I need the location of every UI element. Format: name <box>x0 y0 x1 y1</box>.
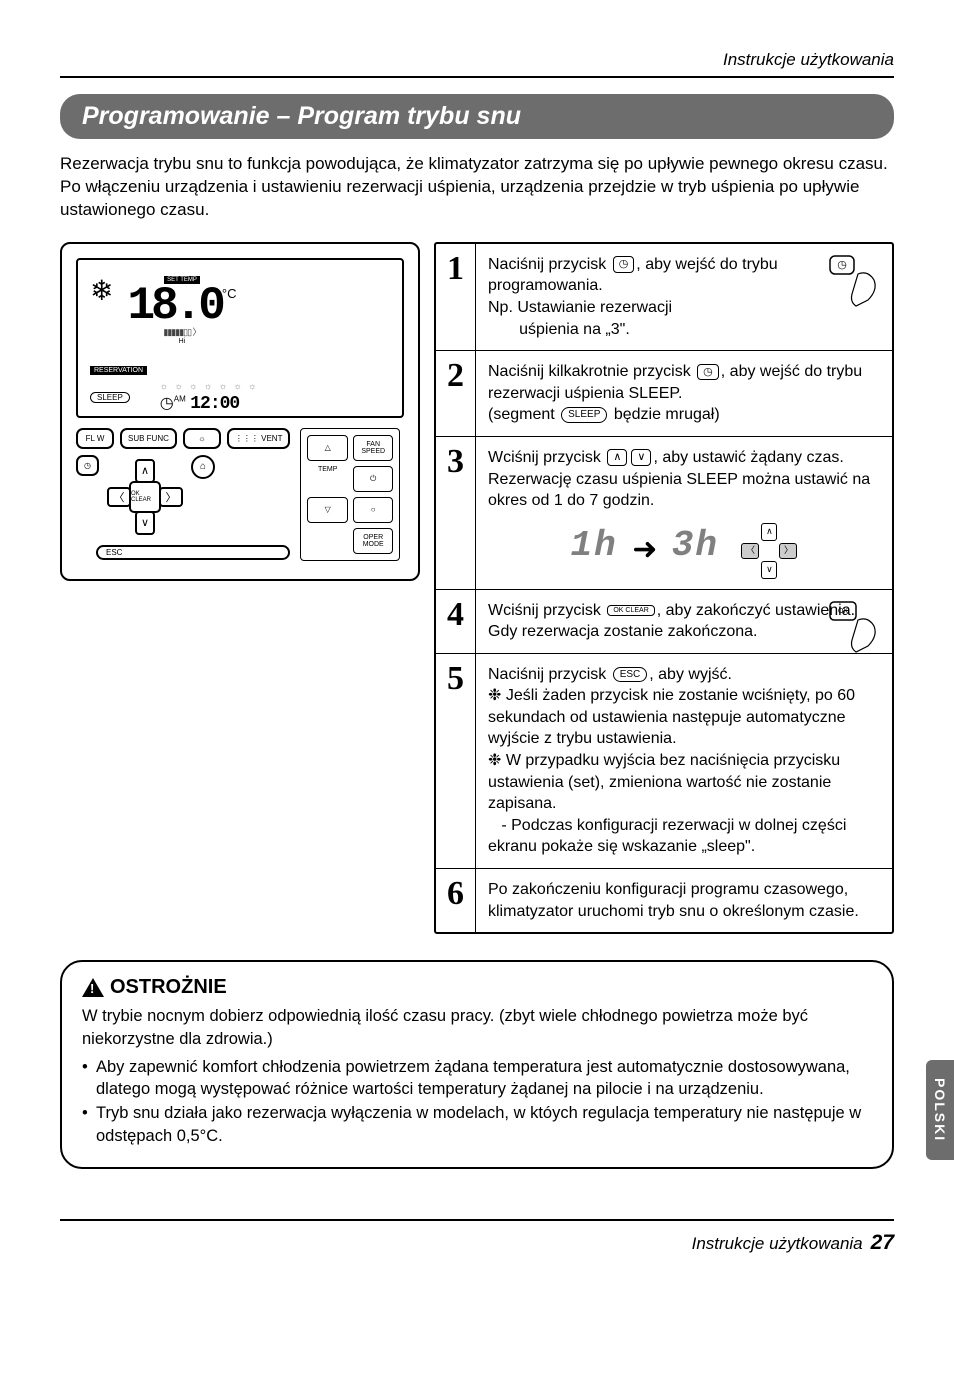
header-divider <box>60 76 894 78</box>
temp-label: TEMP <box>307 466 348 492</box>
step-number: 6 <box>447 875 464 913</box>
step-number: 5 <box>447 660 464 698</box>
day-icons: ☼ ☼ ☼ ☼ ☼ ☼ ☼ <box>160 381 259 391</box>
clock-time: 12:00 <box>190 394 239 414</box>
steps-table: 1 Naciśnij przycisk ◷, aby wejść do tryb… <box>434 242 894 934</box>
step-row: 6 Po zakończeniu konfiguracji programu c… <box>436 869 892 932</box>
step-number: 4 <box>447 596 464 634</box>
button-panel: FL W SUB FUNC ☼ ⋮⋮⋮ VENT ◷ ∧ ∨ 〈 <box>76 428 404 561</box>
snowflake-icon: ❄ <box>90 274 113 307</box>
hand-press-icon: ◷ <box>824 252 884 312</box>
temp-unit: °C <box>222 286 237 301</box>
step-body: Naciśnij kilkakrotnie przycisk ◷, aby we… <box>476 351 892 436</box>
temp-down-button[interactable]: ▽ <box>307 497 348 523</box>
dpad-mini-icon: ∧∨ 〈〉 <box>741 523 797 579</box>
fan-speed-button[interactable]: FAN SPEED <box>353 435 394 461</box>
hand-press-icon: OK <box>824 598 884 658</box>
caution-box: OSTROŻNIE W trybie nocnym dobierz odpowi… <box>60 960 894 1169</box>
sleep-pill: SLEEP <box>561 407 607 423</box>
left-column: ❄ SET TEMP 18.0°C ▮▮▮▮▮▯▯ 〉 Hi RESERVATI… <box>60 242 420 934</box>
clock-icon: ◷ <box>160 395 174 412</box>
step-row: 5 Naciśnij przycisk ESC, aby wyjść. ❉ Je… <box>436 654 892 869</box>
vent-button[interactable]: ⋮⋮⋮ VENT <box>227 428 291 449</box>
lcd-screen: ❄ SET TEMP 18.0°C ▮▮▮▮▮▯▯ 〉 Hi RESERVATI… <box>76 258 404 418</box>
clock-button[interactable]: ◷ <box>76 455 99 476</box>
right-button-grid: △ FAN SPEED TEMP ⏻ ▽ ○ OPER MODE <box>300 428 400 561</box>
step-body: Wciśnij przycisk ∧∨, aby ustawić żądany … <box>476 437 892 589</box>
power-button[interactable]: ⏻ <box>353 466 394 492</box>
step-body: Naciśnij przycisk ESC, aby wyjść. ❉ Jeśl… <box>476 654 892 868</box>
sub-func-button[interactable]: SUB FUNC <box>120 428 177 449</box>
step-row: 3 Wciśnij przycisk ∧∨, aby ustawić żądan… <box>436 437 892 590</box>
warning-icon <box>82 978 104 997</box>
footer-text: Instrukcje użytkowania <box>692 1234 863 1254</box>
ok-clear-icon: OK CLEAR <box>607 605 654 616</box>
svg-text:◷: ◷ <box>837 259 847 271</box>
bullet-marker: ❉ <box>488 752 506 769</box>
step-row: 2 Naciśnij kilkakrotnie przycisk ◷, aby … <box>436 351 892 437</box>
step-body: Wciśnij przycisk OK CLEAR, aby zakończyć… <box>476 590 892 653</box>
up-icon: ∧ <box>607 449 627 466</box>
flw-button[interactable]: FL W <box>76 428 114 449</box>
step-row: 4 Wciśnij przycisk OK CLEAR, aby zakończ… <box>436 590 892 654</box>
temp-value: 18.0 <box>127 280 221 332</box>
reservation-label: RESERVATION <box>90 366 147 375</box>
header-text: Instrukcje użytkowania <box>60 50 894 70</box>
step-number: 1 <box>447 250 464 288</box>
clock-icon: ◷ <box>697 364 719 381</box>
to-value: 3h <box>672 525 719 566</box>
sun-button[interactable]: ☼ <box>183 428 221 449</box>
step-number: 3 <box>447 443 464 481</box>
blank-button[interactable]: ○ <box>353 497 394 523</box>
esc-button[interactable]: ESC <box>96 545 290 560</box>
page-title-banner: Programowanie – Program trybu snu <box>60 94 894 139</box>
step-body: Naciśnij przycisk ◷, aby wejść do trybu … <box>476 244 892 350</box>
caution-bullet: Aby zapewnić komfort chłodzenia powietrz… <box>82 1056 872 1101</box>
sleep-indicator: SLEEP <box>90 392 130 403</box>
page-footer: Instrukcje użytkowania 27 <box>60 1219 894 1255</box>
step-body: Po zakończeniu konfiguracji programu cza… <box>476 869 892 932</box>
oper-mode-button[interactable]: OPER MODE <box>353 528 394 554</box>
svg-text:OK: OK <box>838 608 848 615</box>
step-row: 1 Naciśnij przycisk ◷, aby wejść do tryb… <box>436 244 892 351</box>
remote-illustration: ❄ SET TEMP 18.0°C ▮▮▮▮▮▯▯ 〉 Hi RESERVATI… <box>60 242 420 581</box>
dpad-up[interactable]: ∧ <box>135 459 155 483</box>
page-number: 27 <box>871 1231 894 1255</box>
step-number: 2 <box>447 357 464 395</box>
dpad-left[interactable]: 〈 <box>107 487 131 507</box>
caution-body: W trybie nocnym dobierz odpowiednią iloś… <box>82 1005 872 1147</box>
intro-paragraph: Rezerwacja trybu snu to funkcja powodują… <box>60 153 894 222</box>
dpad[interactable]: ∧ ∨ 〈 〉 OK CLEAR <box>107 459 183 535</box>
caution-title: OSTROŻNIE <box>82 976 872 999</box>
clock-am: AM <box>174 395 186 404</box>
bullet-marker: ❉ <box>488 687 506 704</box>
arrow-icon: ➜ <box>632 533 657 566</box>
dpad-down[interactable]: ∨ <box>135 511 155 535</box>
home-button[interactable]: ⌂ <box>191 455 215 479</box>
ok-clear-button[interactable]: OK CLEAR <box>129 481 161 513</box>
esc-pill: ESC <box>613 667 648 683</box>
temp-up-button[interactable]: △ <box>307 435 348 461</box>
caution-bullet: Tryb snu działa jako rezerwacja wyłączen… <box>82 1102 872 1147</box>
from-value: 1h <box>571 525 618 566</box>
dpad-right[interactable]: 〉 <box>159 487 183 507</box>
clock-icon: ◷ <box>613 256 635 273</box>
language-tab: POLSKI <box>926 1060 954 1160</box>
steps-column: 1 Naciśnij przycisk ◷, aby wejść do tryb… <box>434 242 894 934</box>
main-layout: ❄ SET TEMP 18.0°C ▮▮▮▮▮▯▯ 〉 Hi RESERVATI… <box>60 242 894 934</box>
hour-transition-display: 1h ➜ 3h ∧∨ 〈〉 <box>488 522 880 579</box>
down-icon: ∨ <box>631 449 651 466</box>
